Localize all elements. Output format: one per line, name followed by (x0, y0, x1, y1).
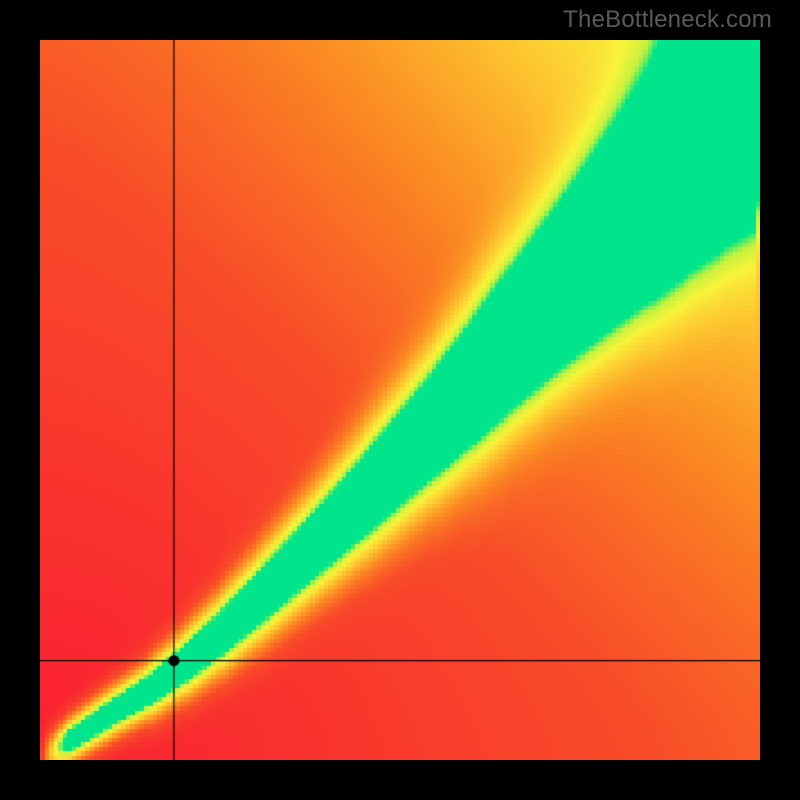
watermark-text: TheBottleneck.com (563, 6, 772, 34)
chart-container: TheBottleneck.com (0, 0, 800, 800)
bottleneck-heatmap (40, 40, 760, 760)
